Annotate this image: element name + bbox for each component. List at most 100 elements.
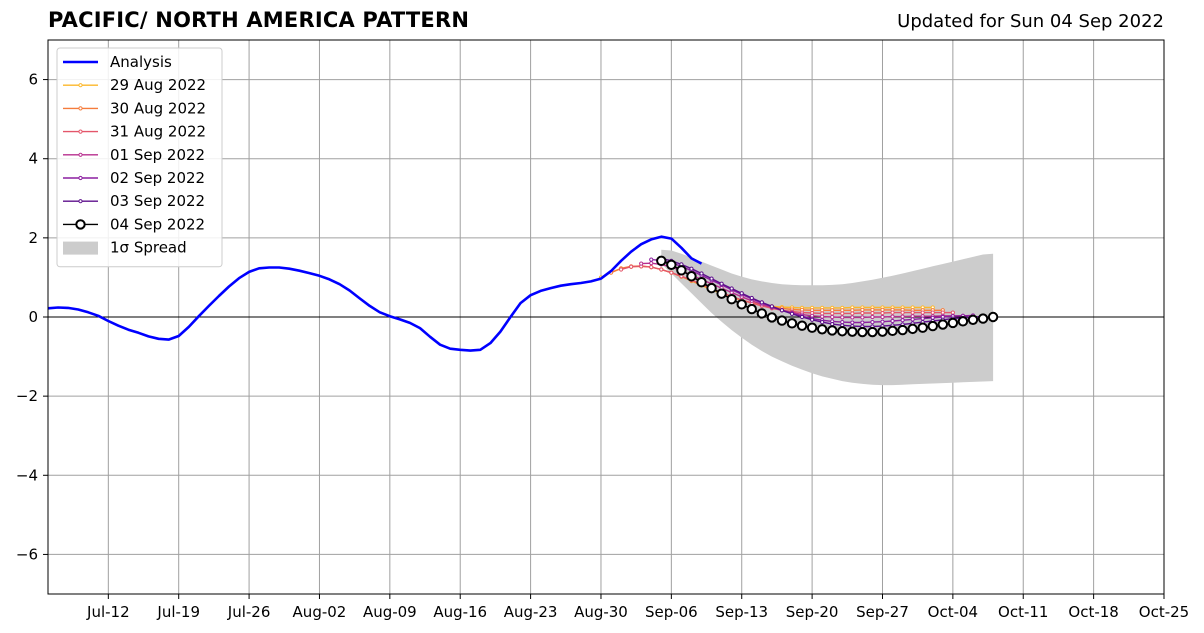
legend-label: 02 Sep 2022: [110, 169, 205, 187]
forecast-point: [726, 293, 737, 305]
legend-entry: Analysis: [63, 53, 172, 71]
x-tick-label: Jul-26: [227, 603, 271, 621]
x-tick-label: Aug-30: [574, 603, 628, 621]
forecast-point: [746, 303, 757, 315]
forecast-point: [860, 310, 865, 316]
forecast-point: [910, 310, 915, 315]
forecast-point: [766, 312, 778, 323]
forecast-point: [686, 271, 697, 282]
forecast-point: [840, 311, 845, 316]
forecast-point: [820, 320, 825, 325]
forecast-point: [796, 320, 808, 331]
forecast-point: [706, 282, 717, 294]
forecast-point: [659, 267, 664, 272]
legend-marker: [78, 83, 83, 88]
forecast-point: [847, 326, 858, 337]
legend-label: 04 Sep 2022: [110, 215, 205, 233]
forecast-point: [887, 325, 898, 337]
forecast-point: [860, 315, 865, 320]
legend-entry: 03 Sep 2022: [63, 192, 205, 210]
chart-title: PACIFIC/ NORTH AMERICA PATTERN: [48, 8, 470, 32]
forecast-point: [867, 326, 878, 338]
legend-entry: 01 Sep 2022: [63, 146, 205, 164]
forecast-point: [910, 317, 915, 322]
legend-entry: 29 Aug 2022: [63, 76, 206, 94]
forecast-point: [629, 264, 634, 269]
forecast-point: [927, 320, 938, 332]
legend-marker: [78, 129, 83, 134]
forecast-point: [930, 310, 935, 315]
x-tick-label: Jul-19: [156, 603, 200, 621]
forecast-point: [880, 314, 885, 320]
legend-entry: 30 Aug 2022: [63, 99, 206, 117]
forecast-point: [830, 314, 835, 320]
updated-date: Updated for Sun 04 Sep 2022: [897, 11, 1164, 32]
forecast-point: [676, 265, 687, 276]
x-tick-label: Oct-11: [998, 603, 1048, 621]
legend: Analysis 29 Aug 2022 30 Aug 2022 31 Aug 202…: [56, 47, 223, 268]
y-tick-label: −4: [16, 466, 38, 484]
forecast-point: [656, 255, 667, 267]
forecast-point: [696, 276, 707, 288]
legend-entry: 1σ Spread: [63, 239, 187, 257]
forecast-point: [759, 300, 764, 305]
forecast-point: [830, 322, 835, 327]
forecast-point: [749, 295, 754, 301]
legend-label: 01 Sep 2022: [110, 146, 205, 164]
y-tick-label: 6: [28, 71, 38, 89]
forecast-point: [840, 315, 845, 320]
forecast-point: [799, 314, 805, 320]
forecast-point: [890, 310, 895, 315]
y-tick-label: −2: [16, 387, 38, 405]
forecast-point: [877, 326, 888, 337]
analysis-series: [47, 235, 703, 352]
forecast-point: [957, 316, 969, 327]
forecast-point: [917, 322, 928, 333]
forecast-point: [900, 314, 905, 319]
y-tick-label: −6: [16, 545, 38, 563]
x-tick-label: Aug-02: [293, 603, 347, 621]
forecast-point: [857, 326, 868, 338]
forecast-point: [719, 281, 724, 286]
forecast-point: [880, 310, 885, 316]
legend-label: Analysis: [110, 53, 172, 71]
legend-label: 31 Aug 2022: [110, 123, 206, 141]
forecast-point: [810, 317, 815, 322]
x-tick-label: Oct-18: [1068, 603, 1118, 621]
forecast-point: [699, 271, 704, 276]
forecast-point: [756, 308, 768, 319]
legend-marker: [78, 152, 83, 157]
forecast-point: [897, 324, 908, 336]
forecast-point: [649, 261, 654, 266]
forecast-point: [779, 308, 785, 313]
analysis-line: [47, 235, 703, 352]
forecast-point: [739, 291, 744, 296]
x-tick-label: Sep-06: [645, 603, 698, 621]
forecast-point: [920, 316, 925, 321]
forecast-point: [850, 311, 855, 316]
forecast-point: [920, 310, 925, 315]
forecast-point: [850, 320, 855, 325]
x-tick-label: Oct-25: [1139, 603, 1189, 621]
axis-ticks: Jul-12 Jul-19 Jul-26 Aug-02 Aug-09 Aug-16 Aug-…: [16, 71, 1189, 621]
legend-entry: 31 Aug 2022: [63, 123, 206, 141]
forecast-6: [656, 255, 999, 338]
legend-label: 1σ Spread: [110, 239, 187, 257]
legend-entry: 04 Sep 2022: [63, 215, 205, 233]
legend-label: 30 Aug 2022: [110, 99, 206, 117]
forecast-point: [937, 319, 949, 330]
forecast-point: [736, 299, 747, 310]
x-tick-label: Sep-27: [856, 603, 909, 621]
forecast-point: [860, 320, 865, 325]
x-tick-label: Aug-09: [363, 603, 417, 621]
forecast-point: [967, 314, 979, 325]
forecast-point: [709, 276, 714, 281]
forecast-point: [806, 322, 818, 333]
forecast-point: [870, 314, 875, 320]
forecast-point: [820, 314, 825, 319]
forecast-point: [669, 270, 674, 275]
forecast-point: [716, 288, 727, 299]
forecast-point: [870, 310, 875, 316]
forecast-point: [786, 318, 798, 329]
x-tick-label: Sep-13: [715, 603, 768, 621]
